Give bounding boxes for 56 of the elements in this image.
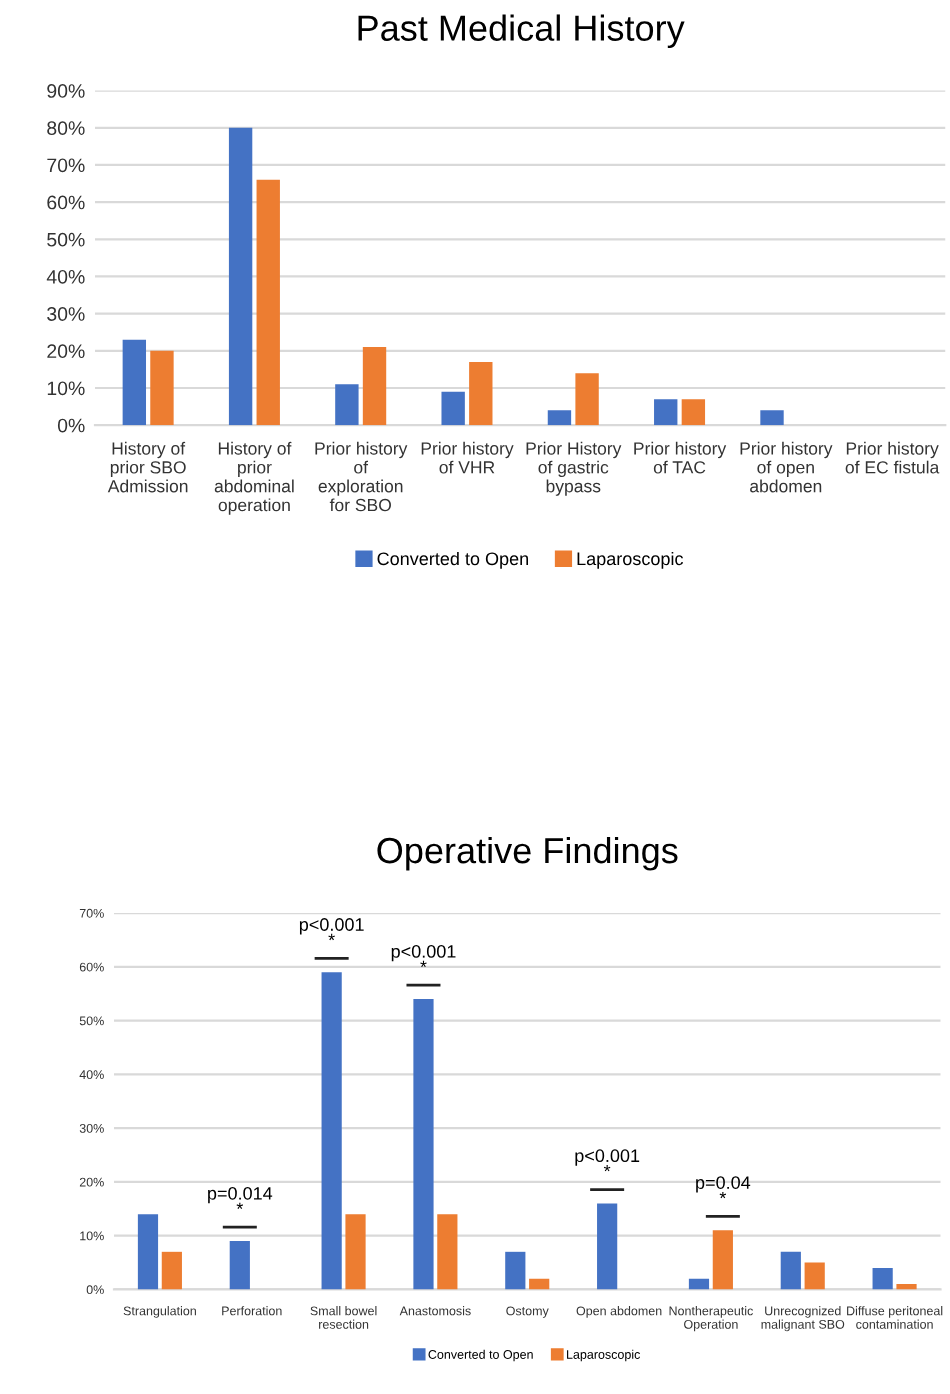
annotation: p=0.014 * [208, 1186, 273, 1210]
bar [780, 1251, 801, 1290]
bar [505, 1251, 526, 1290]
y-tick-label: 30% [47, 307, 85, 321]
y-tick-label: 10% [47, 381, 85, 396]
y-tick-label: 20% [47, 344, 85, 359]
x-tick-label: History of prior SBO Admission [107, 441, 188, 493]
bar [335, 384, 359, 426]
bar [597, 1203, 618, 1290]
x-tick-label: History of prior abdominal operation [214, 441, 294, 515]
y-tick-label: 0% [57, 418, 85, 433]
bar [712, 1230, 733, 1290]
bar [760, 410, 784, 426]
bar [547, 410, 572, 426]
annotation: p<0.001 * [299, 918, 364, 941]
legend-label: Laparoscopic [577, 551, 684, 569]
x-tick-label: Prior history of TAC [634, 441, 727, 474]
y-tick-label: 70% [47, 158, 85, 173]
bar [872, 1267, 893, 1290]
chart-title: Past Medical History [358, 14, 685, 49]
bar [161, 1251, 182, 1290]
legend-label: Converted to Open [377, 551, 528, 569]
bar [256, 179, 280, 426]
bar [529, 1278, 550, 1290]
bar [654, 399, 678, 426]
bar [345, 1214, 366, 1290]
bar [150, 350, 174, 426]
bar [413, 999, 434, 1290]
bar [681, 399, 706, 426]
x-tick-label: Prior History of gastric bypass [526, 441, 622, 496]
bar [437, 1214, 458, 1290]
y-tick-label: 60% [47, 195, 85, 210]
bar [122, 339, 147, 426]
y-tick-label: 40% [46, 269, 85, 284]
bar [688, 1278, 710, 1290]
y-tick-label: 50% [47, 232, 85, 247]
bar [575, 373, 599, 426]
bar [321, 972, 342, 1290]
x-tick-label: Prior history of EC fistula [845, 441, 940, 474]
annotation: p<0.001 * [575, 1149, 640, 1172]
bar [362, 347, 387, 426]
bar [137, 1214, 159, 1290]
x-tick-label: Prior history of open abdomen [740, 441, 833, 493]
y-tick-label: 80% [47, 121, 85, 136]
bar [896, 1284, 917, 1290]
chart-title: Operative Findings [377, 836, 678, 871]
bar [441, 391, 465, 426]
bar [228, 127, 253, 426]
y-tick-label: 90% [47, 84, 85, 98]
annotation: p=0.04 * [696, 1176, 751, 1199]
annotation: p<0.001 * [391, 945, 456, 968]
bar [229, 1241, 250, 1290]
bar [804, 1262, 825, 1290]
x-tick-label: Prior history of VHR [421, 441, 514, 474]
x-tick-label: Prior history of exploration for SBO [315, 441, 408, 512]
bar [469, 361, 493, 426]
